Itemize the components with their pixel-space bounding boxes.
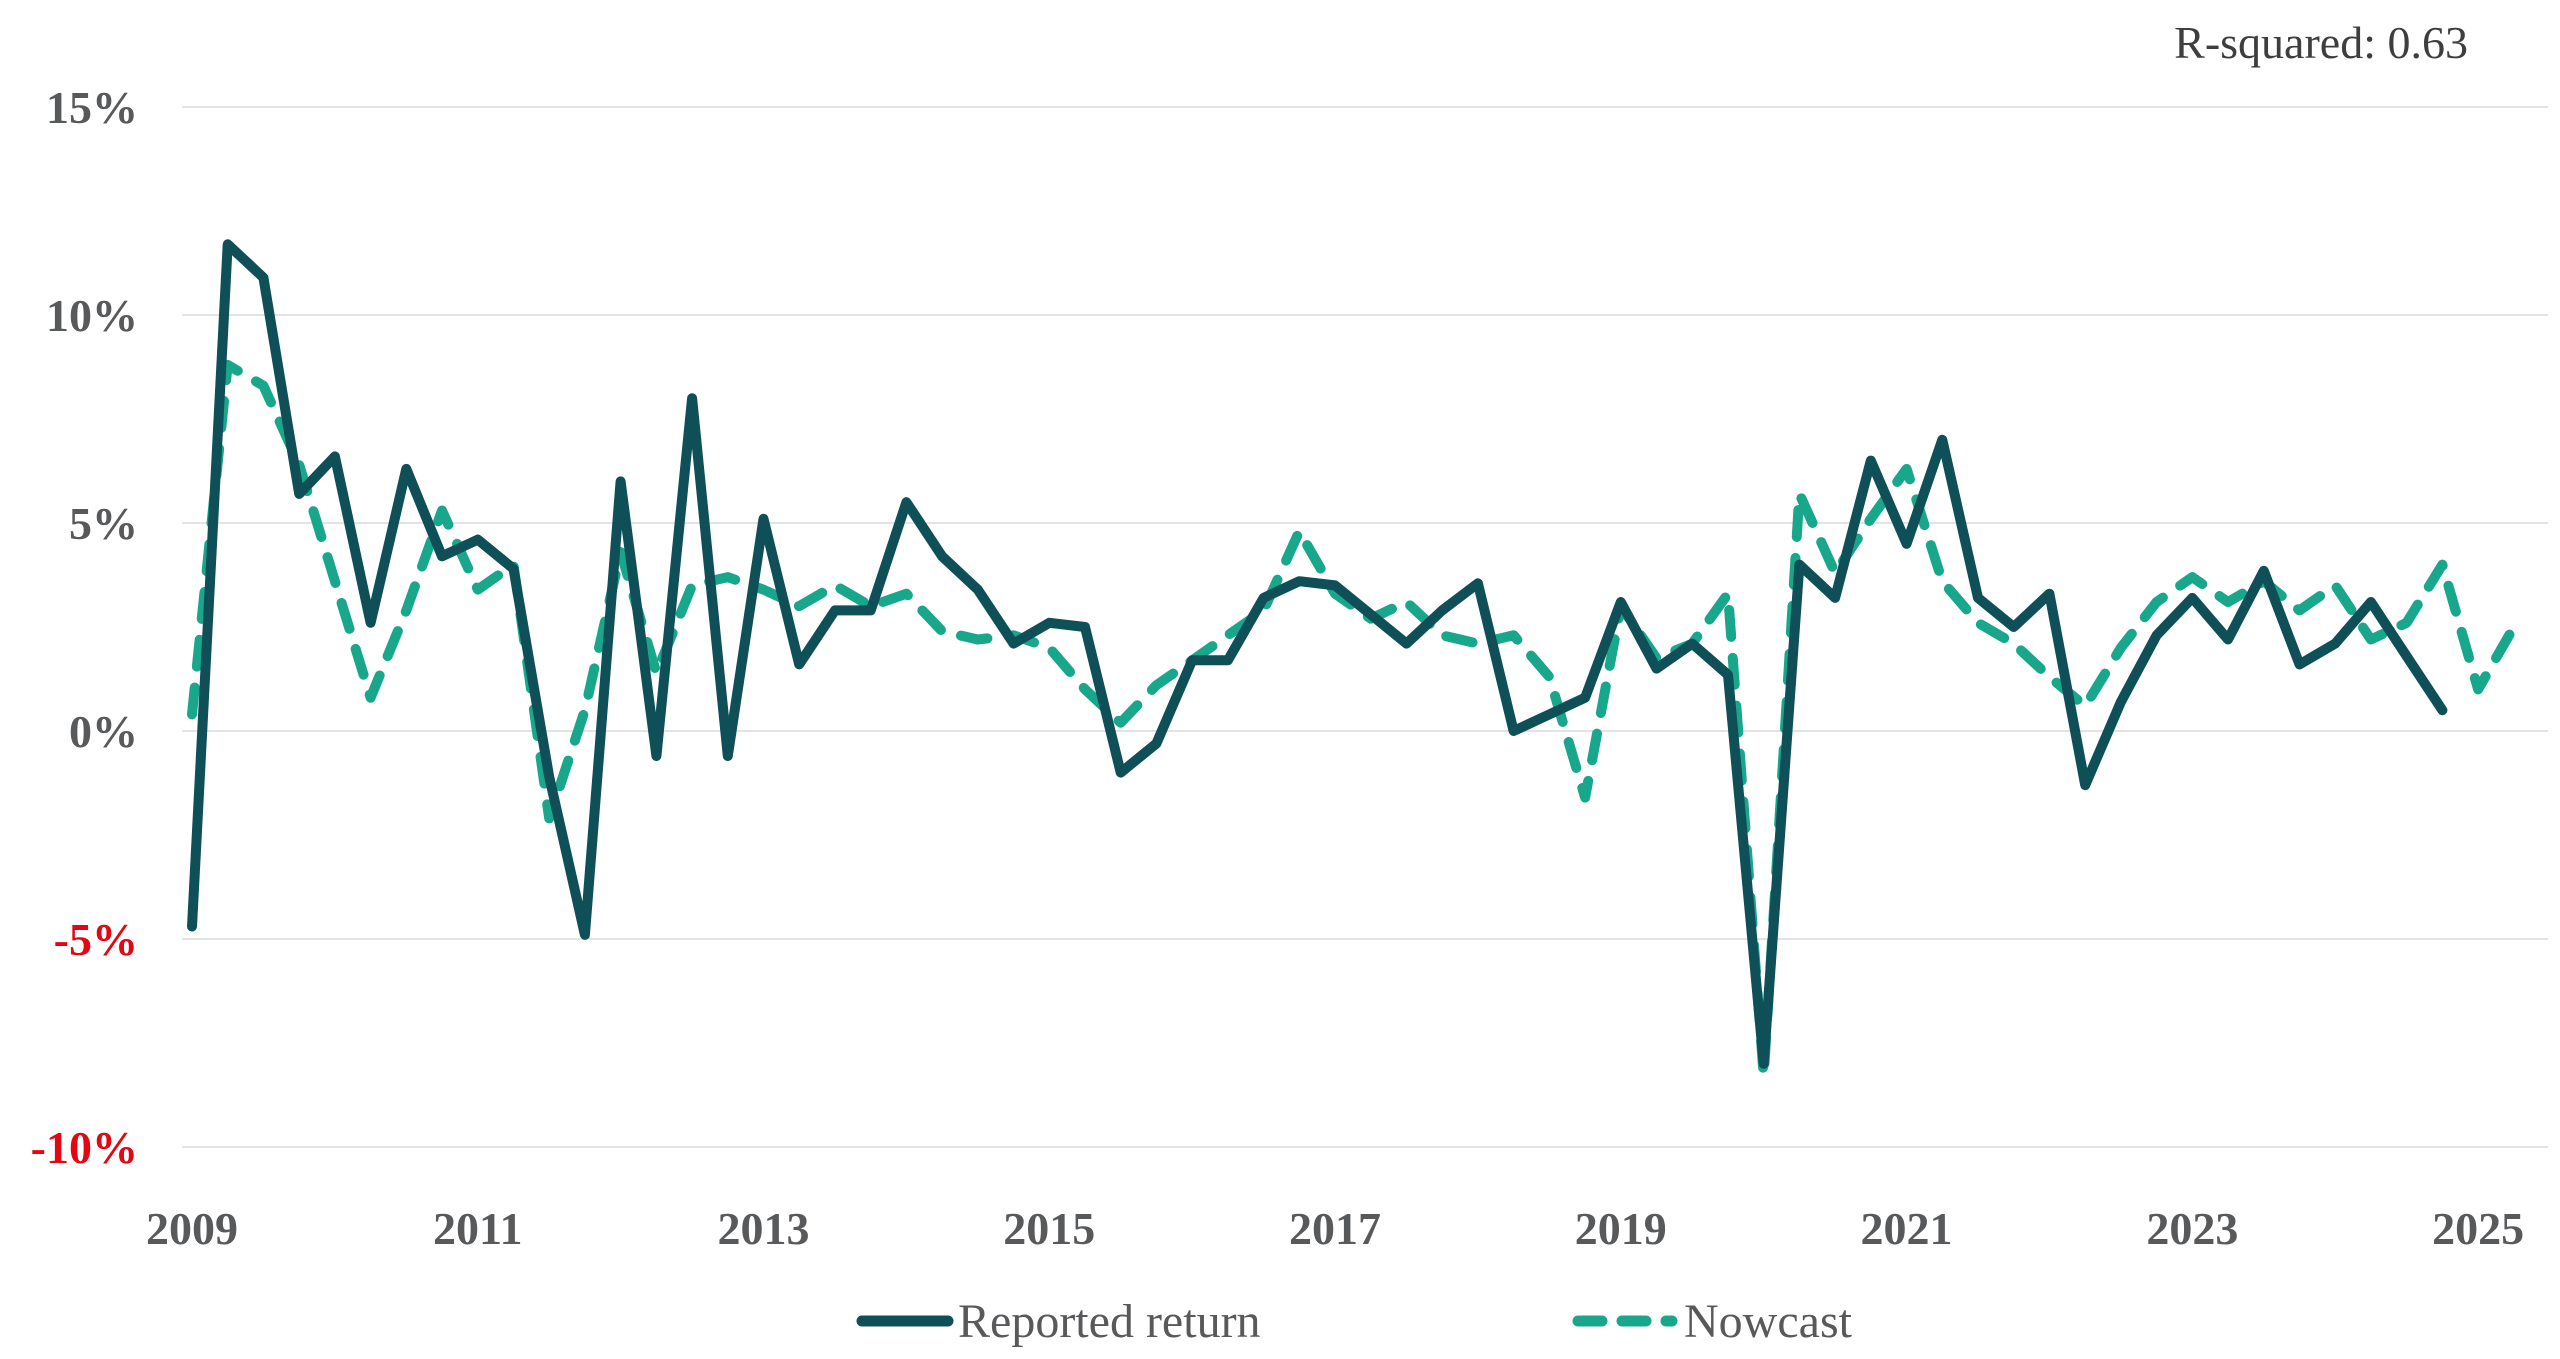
y-tick-label: -10%	[31, 1122, 138, 1173]
x-tick-label: 2015	[1003, 1203, 1095, 1254]
x-tick-label: 2019	[1575, 1203, 1667, 1254]
x-tick-label: 2023	[2146, 1203, 2238, 1254]
y-axis-labels: 15% 10% 5% 0% -5% -10%	[31, 82, 138, 1173]
y-tick-label: 5%	[69, 498, 138, 549]
x-tick-label: 2009	[146, 1203, 238, 1254]
x-axis-labels: 2009 2011 2013 2015 2017 2019 2021 2023 2025	[146, 1203, 2524, 1254]
x-tick-label: 2021	[1861, 1203, 1953, 1254]
y-tick-label: 15%	[46, 82, 138, 133]
x-tick-label: 2011	[433, 1203, 522, 1254]
legend-nowcast-label: Nowcast	[1684, 1295, 1853, 1348]
x-tick-label: 2017	[1289, 1203, 1381, 1254]
legend-reported-label: Reported return	[958, 1295, 1261, 1348]
r-squared-label: R-squared: 0.63	[2174, 17, 2468, 68]
gridlines	[182, 106, 2548, 1148]
y-tick-label: 10%	[46, 290, 138, 341]
y-tick-label: 0%	[69, 706, 138, 757]
reported-return-line	[187, 239, 2448, 1069]
legend: Reported return Nowcast	[856, 1295, 1853, 1348]
y-tick-label: -5%	[54, 914, 138, 965]
x-tick-label: 2025	[2432, 1203, 2524, 1254]
x-tick-label: 2013	[718, 1203, 810, 1254]
